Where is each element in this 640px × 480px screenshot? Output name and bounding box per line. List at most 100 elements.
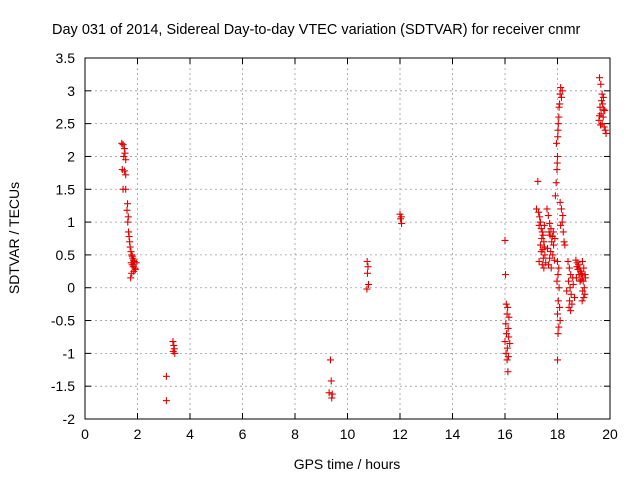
data-point <box>568 300 576 308</box>
data-point <box>554 257 561 265</box>
data-point <box>118 139 126 147</box>
y-tick-label: -2 <box>63 411 76 427</box>
data-point <box>502 271 510 279</box>
data-point <box>599 93 607 101</box>
data-point <box>558 87 566 95</box>
x-tick-label: 8 <box>291 426 299 442</box>
data-point <box>557 221 565 229</box>
data-point <box>536 218 544 226</box>
data-point <box>580 294 588 302</box>
data-point <box>556 303 564 311</box>
y-tick-label: 2 <box>67 148 75 164</box>
data-point <box>580 264 588 272</box>
data-point <box>122 171 130 179</box>
data-point <box>571 294 579 302</box>
data-point <box>556 198 564 206</box>
data-point <box>566 284 574 292</box>
data-point <box>596 103 604 111</box>
data-point <box>504 303 512 311</box>
data-point <box>537 225 545 233</box>
data-point <box>600 123 608 131</box>
grid-lines <box>85 58 610 419</box>
data-point <box>543 205 551 213</box>
data-point <box>534 177 542 185</box>
y-tick-label: -1.5 <box>51 378 75 394</box>
data-point <box>554 126 562 134</box>
data-point <box>503 344 511 352</box>
data-point <box>326 356 334 364</box>
data-point <box>501 338 509 346</box>
data-point <box>554 310 561 318</box>
data-point <box>550 256 558 264</box>
data-point <box>580 284 588 292</box>
data-point <box>171 349 179 357</box>
data-point <box>561 241 569 249</box>
data-point <box>123 206 131 214</box>
y-tick-label: 1 <box>67 214 75 230</box>
data-point <box>555 323 563 331</box>
data-point <box>363 257 371 265</box>
data-point <box>505 333 513 341</box>
data-point <box>365 280 372 288</box>
data-point <box>599 113 607 121</box>
data-point <box>569 280 577 288</box>
data-point <box>169 338 177 346</box>
data-point <box>598 97 606 105</box>
data-point <box>122 156 130 164</box>
x-tick-label: 0 <box>81 426 89 442</box>
data-point <box>552 139 560 147</box>
data-point <box>162 372 170 380</box>
data-point <box>598 90 606 98</box>
data-point <box>560 238 568 246</box>
data-point <box>556 317 564 325</box>
chart-title: Day 031 of 2014, Sidereal Day-to-day VTE… <box>52 22 581 38</box>
data-point <box>554 330 562 338</box>
data-point <box>364 263 372 271</box>
data-point <box>539 231 547 239</box>
data-point <box>553 159 561 167</box>
data-point <box>127 274 135 282</box>
data-point <box>557 84 565 92</box>
data-point <box>122 185 130 193</box>
data-point <box>559 228 567 236</box>
data-point <box>581 290 589 298</box>
data-point <box>600 105 608 113</box>
y-tick-label: 0 <box>67 280 75 296</box>
y-tick-label: 2.5 <box>56 116 76 132</box>
data-point <box>502 300 510 308</box>
y-tick-label: 3 <box>67 83 75 99</box>
data-point <box>551 192 559 200</box>
x-axis-label: GPS time / hours <box>294 456 401 472</box>
x-tick-label: 20 <box>602 426 618 442</box>
data-point <box>363 285 371 293</box>
data-point <box>596 74 603 82</box>
x-tick-label: 6 <box>239 426 247 442</box>
y-tick-label: 1.5 <box>56 181 76 197</box>
data-point <box>536 213 544 221</box>
y-tick-label: 3.5 <box>56 50 76 66</box>
data-point <box>544 212 552 220</box>
data-point <box>501 236 509 244</box>
data-point <box>555 103 563 111</box>
y-axis: 3.5 3 2.5 2 1.5 1 0.5 0 -0.5 -1 -1.5 -2 <box>51 50 610 427</box>
data-point <box>132 259 140 267</box>
data-points <box>118 74 610 405</box>
x-axis: 0 2 4 6 8 10 12 14 16 18 20 <box>81 58 618 442</box>
data-point <box>578 257 586 265</box>
data-point <box>567 290 575 298</box>
data-point <box>124 218 132 226</box>
y-tick-label: -0.5 <box>51 313 75 329</box>
x-tick-label: 16 <box>497 426 513 442</box>
data-point <box>547 264 555 272</box>
data-point <box>503 356 511 364</box>
data-point <box>557 93 565 101</box>
data-point <box>557 205 565 213</box>
y-tick-label: 0.5 <box>56 247 76 263</box>
data-point <box>573 263 581 271</box>
data-point <box>549 228 557 236</box>
data-point <box>558 218 566 226</box>
data-point <box>327 377 335 385</box>
data-point <box>120 152 128 160</box>
data-point <box>162 397 170 405</box>
